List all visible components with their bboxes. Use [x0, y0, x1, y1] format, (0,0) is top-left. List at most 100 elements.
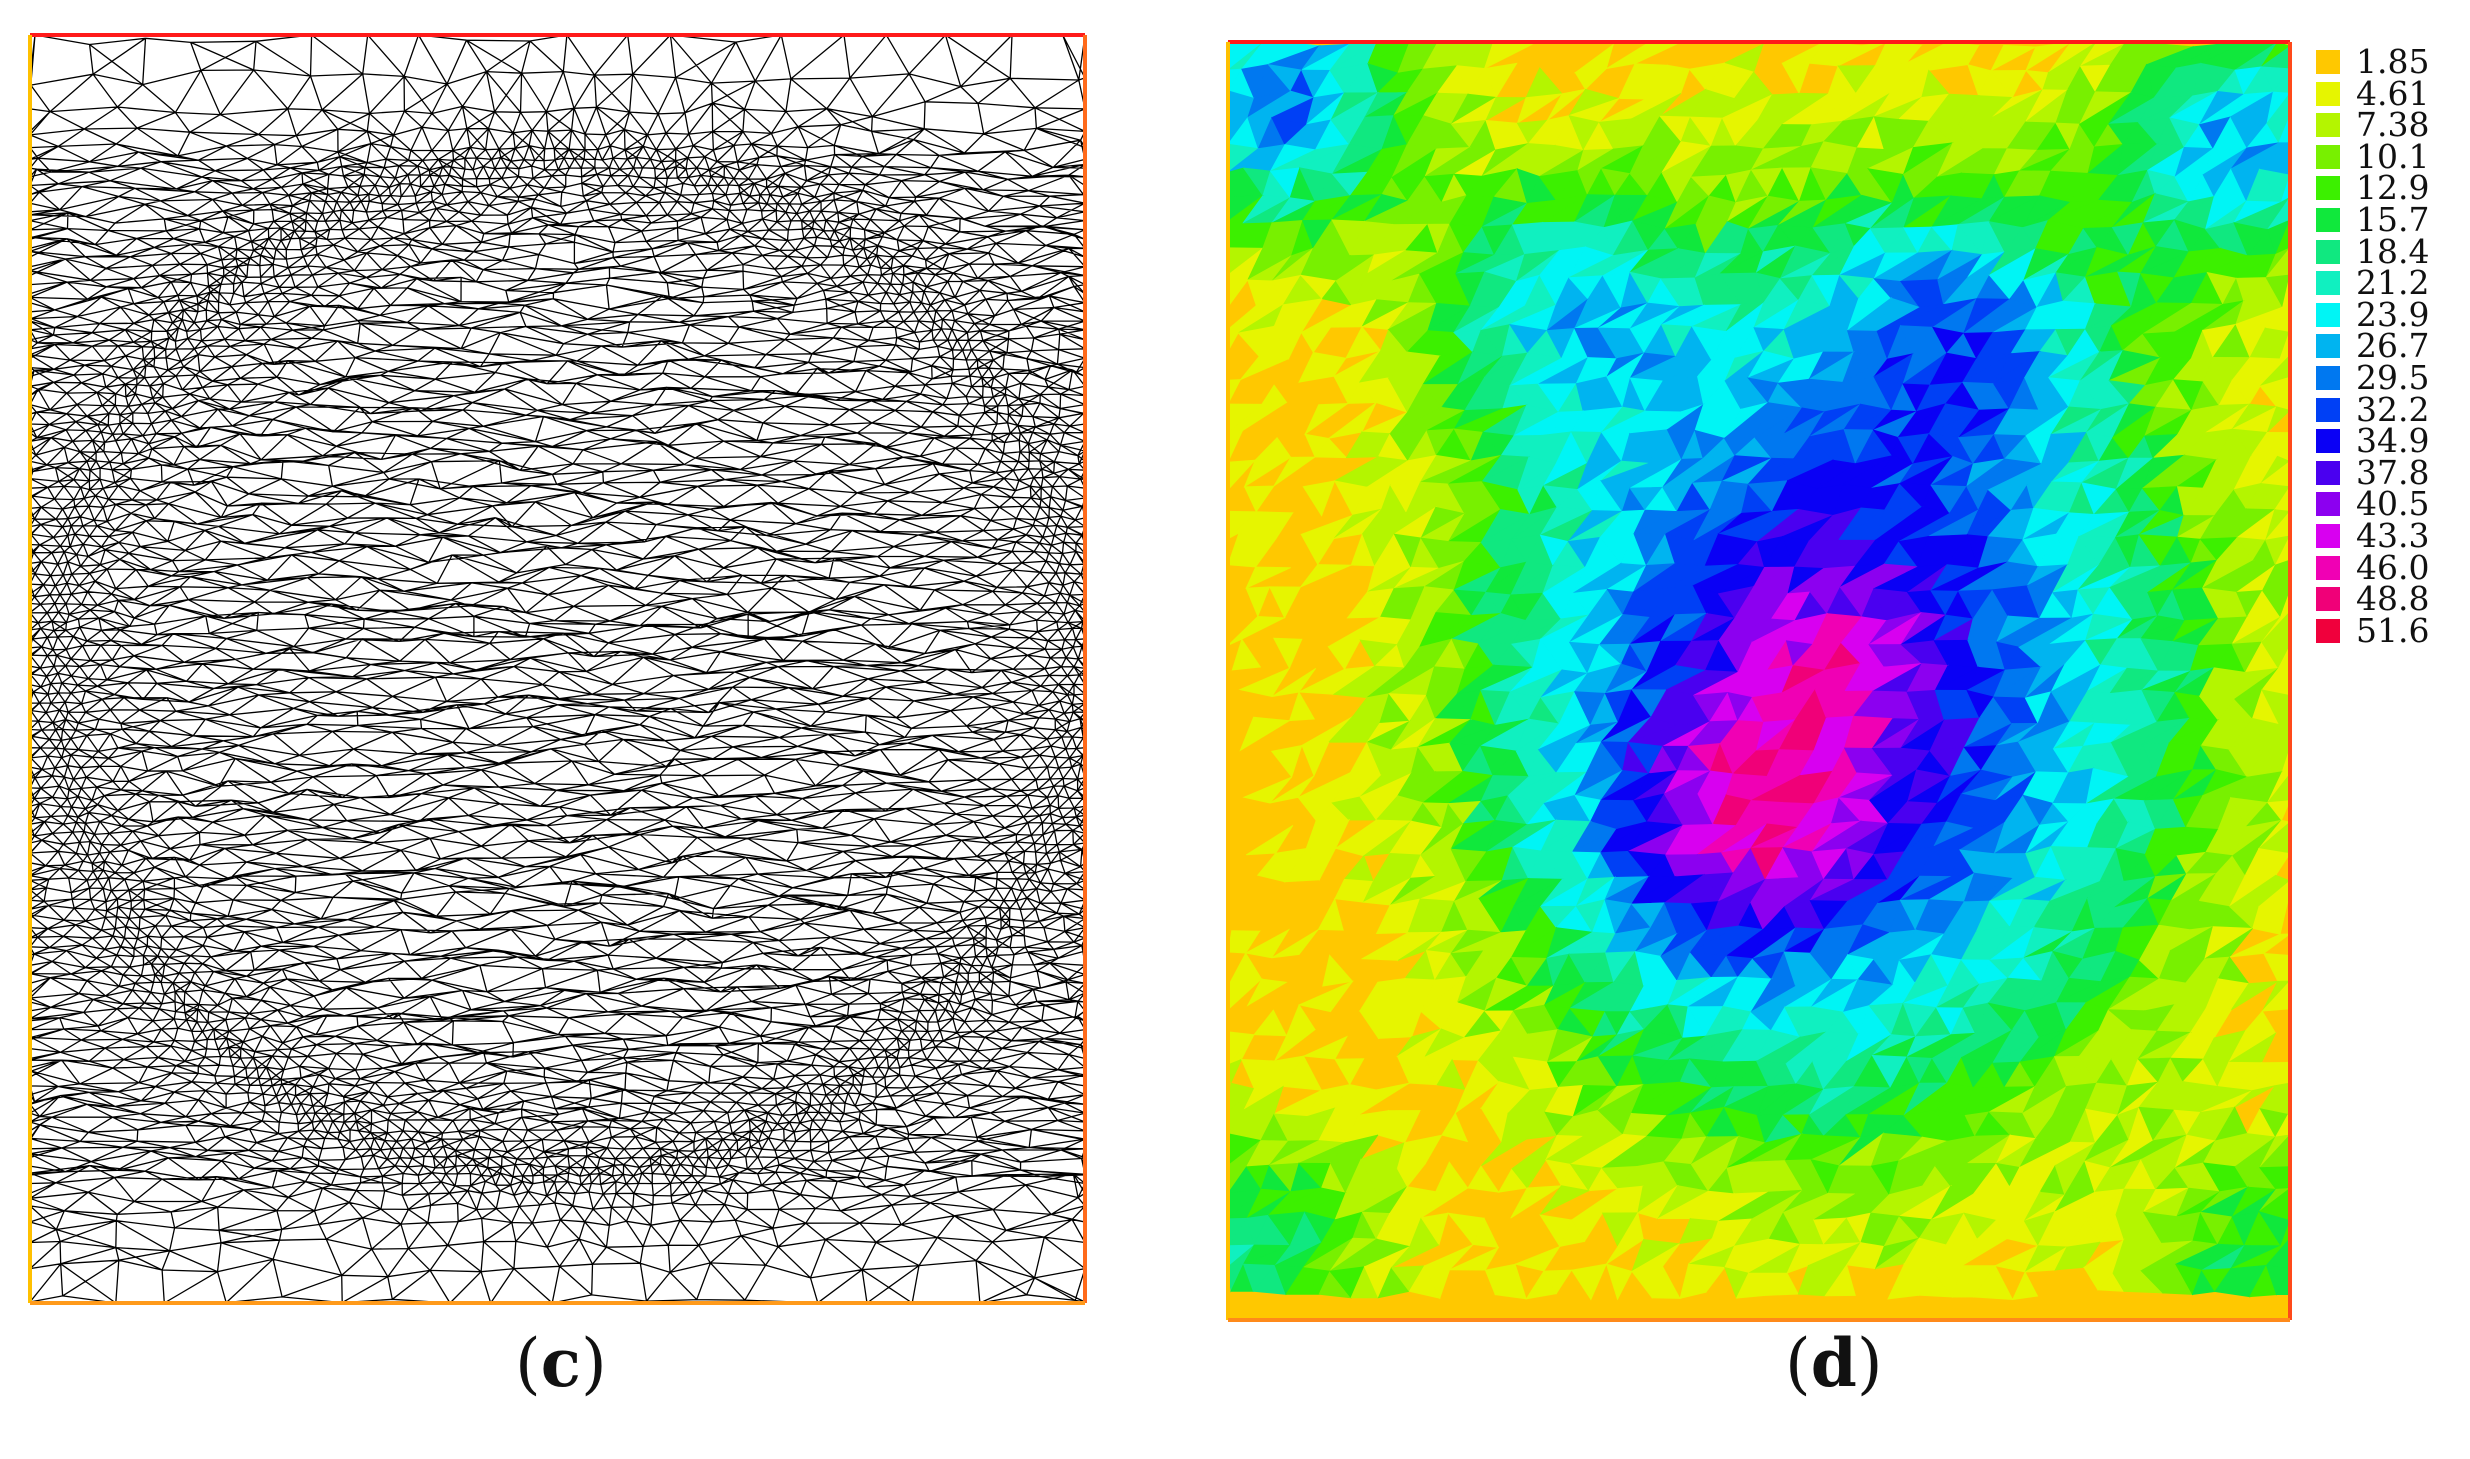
- legend-swatch: [2316, 302, 2340, 327]
- contour-cell: [1239, 716, 1291, 752]
- contour-panel: [1226, 40, 2292, 1322]
- caption-c-letter: c: [540, 1324, 581, 1402]
- contour-cell: [2230, 980, 2279, 1011]
- contour-cell: [1510, 1185, 1563, 1219]
- legend-item: 23.9: [2310, 293, 2470, 334]
- legend-label: 32.2: [2356, 389, 2430, 429]
- contour-cell: [1299, 564, 1352, 588]
- mesh-edges: [29, 829, 1086, 1175]
- mesh-lines: [29, 34, 1086, 1304]
- contour-cell: [1238, 532, 1277, 568]
- contour-cell: [1485, 96, 1528, 122]
- contour-cell: [1273, 456, 1317, 487]
- contour-cell: [1547, 88, 1586, 121]
- legend-item: 4.61: [2310, 72, 2470, 113]
- contour-cell: [1539, 1185, 1591, 1216]
- contour-cell: [2231, 379, 2261, 405]
- contour-cell: [1304, 402, 1350, 436]
- contour-cell: [2234, 1085, 2276, 1108]
- contour-cell: [1226, 930, 1261, 954]
- legend-item: 46.0: [2310, 546, 2470, 587]
- contour-cell: [1571, 1212, 1604, 1243]
- legend-swatch: [2316, 366, 2340, 390]
- legend-item: 29.5: [2310, 356, 2470, 397]
- contour-cell: [1241, 615, 1287, 640]
- contour-cell: [1990, 69, 2027, 99]
- contour-cell: [1543, 1269, 1573, 1295]
- legend-item: 34.9: [2310, 419, 2470, 460]
- contour-cell: [1420, 1187, 1469, 1219]
- legend-swatch: [2316, 587, 2340, 612]
- contour-cell: [1268, 586, 1302, 619]
- contour-cell: [1961, 1238, 2009, 1267]
- legend-swatch: [2316, 397, 2340, 422]
- legend-label: 29.5: [2356, 358, 2430, 397]
- contour-cell: [1928, 44, 1980, 71]
- contour-cell: [1327, 639, 1361, 670]
- legend-item: 18.4: [2310, 230, 2470, 271]
- legend-item: 26.7: [2310, 324, 2470, 365]
- contour-cell: [1242, 402, 1287, 432]
- legend-swatch: [2316, 334, 2340, 359]
- contour-cell: [1270, 744, 1303, 778]
- legend-swatch: [2316, 429, 2340, 454]
- contour-cells: [1226, 40, 2292, 1301]
- contour-cell: [1357, 1082, 1410, 1116]
- legend-swatch: [2316, 618, 2340, 643]
- contour-cell: [1238, 667, 1291, 698]
- legend-swatch: [2316, 176, 2340, 201]
- legend-swatch: [2316, 239, 2340, 264]
- contour-cell: [1300, 533, 1335, 566]
- contour-cell: [1271, 929, 1319, 959]
- contour-cell: [1494, 1263, 1527, 1300]
- contour-cell: [2266, 800, 2291, 822]
- legend-item: 21.2: [2310, 261, 2470, 302]
- legend-label: 23.9: [2356, 294, 2430, 334]
- legend-label: 37.8: [2356, 452, 2430, 492]
- legend-label: 26.7: [2356, 326, 2430, 366]
- contour-cell: [1273, 637, 1303, 670]
- contour-cell: [1231, 638, 1262, 671]
- contour-cell: [2266, 406, 2291, 433]
- legend-swatch: [2316, 524, 2340, 548]
- contour-cell: [1302, 1035, 1348, 1060]
- caption-d-open: (: [1785, 1325, 1811, 1402]
- legend-label: 18.4: [2356, 231, 2430, 271]
- mesh-panel: [28, 33, 1087, 1305]
- legend-label: 4.61: [2356, 73, 2430, 113]
- legend-item: 15.7: [2310, 198, 2470, 239]
- contour-cell: [1824, 1263, 1856, 1297]
- contour-cell: [1297, 980, 1354, 1013]
- legend-label: 48.8: [2356, 579, 2430, 619]
- contour-cell: [1511, 1159, 1547, 1189]
- contour-cell: [1245, 586, 1271, 618]
- legend-label: 21.2: [2356, 263, 2430, 303]
- contour-cell: [1454, 1081, 1500, 1115]
- contour-cell: [1314, 437, 1348, 459]
- contour-cell: [2011, 1271, 2039, 1301]
- legend-swatch: [2316, 50, 2340, 74]
- contour-cell: [1300, 326, 1332, 354]
- contour-cell: [1449, 1246, 1500, 1271]
- legend-item: 1.85: [2310, 40, 2470, 81]
- legend-swatch: [2316, 113, 2340, 138]
- legend-item: 40.5: [2310, 482, 2470, 523]
- contour-cell: [1322, 954, 1354, 987]
- contour-cell: [1396, 1163, 1427, 1188]
- contour-cell: [1274, 1029, 1316, 1062]
- contour-cell: [1467, 1165, 1500, 1193]
- contour-cell: [1513, 1245, 1561, 1272]
- legend-item: 37.8: [2310, 451, 2470, 492]
- legend-item: 12.9: [2310, 166, 2470, 207]
- contour-cell: [1298, 357, 1348, 383]
- contour-cell: [1387, 1110, 1421, 1144]
- contour-cell: [1420, 1212, 1449, 1246]
- legend-swatch: [2316, 492, 2340, 517]
- legend-swatch: [2316, 555, 2340, 580]
- contour-cell: [2258, 847, 2291, 876]
- legend-label: 7.38: [2356, 105, 2430, 145]
- caption-c-open: (: [515, 1325, 541, 1402]
- contour-cell: [1245, 825, 1294, 856]
- legend-swatch: [2316, 81, 2340, 106]
